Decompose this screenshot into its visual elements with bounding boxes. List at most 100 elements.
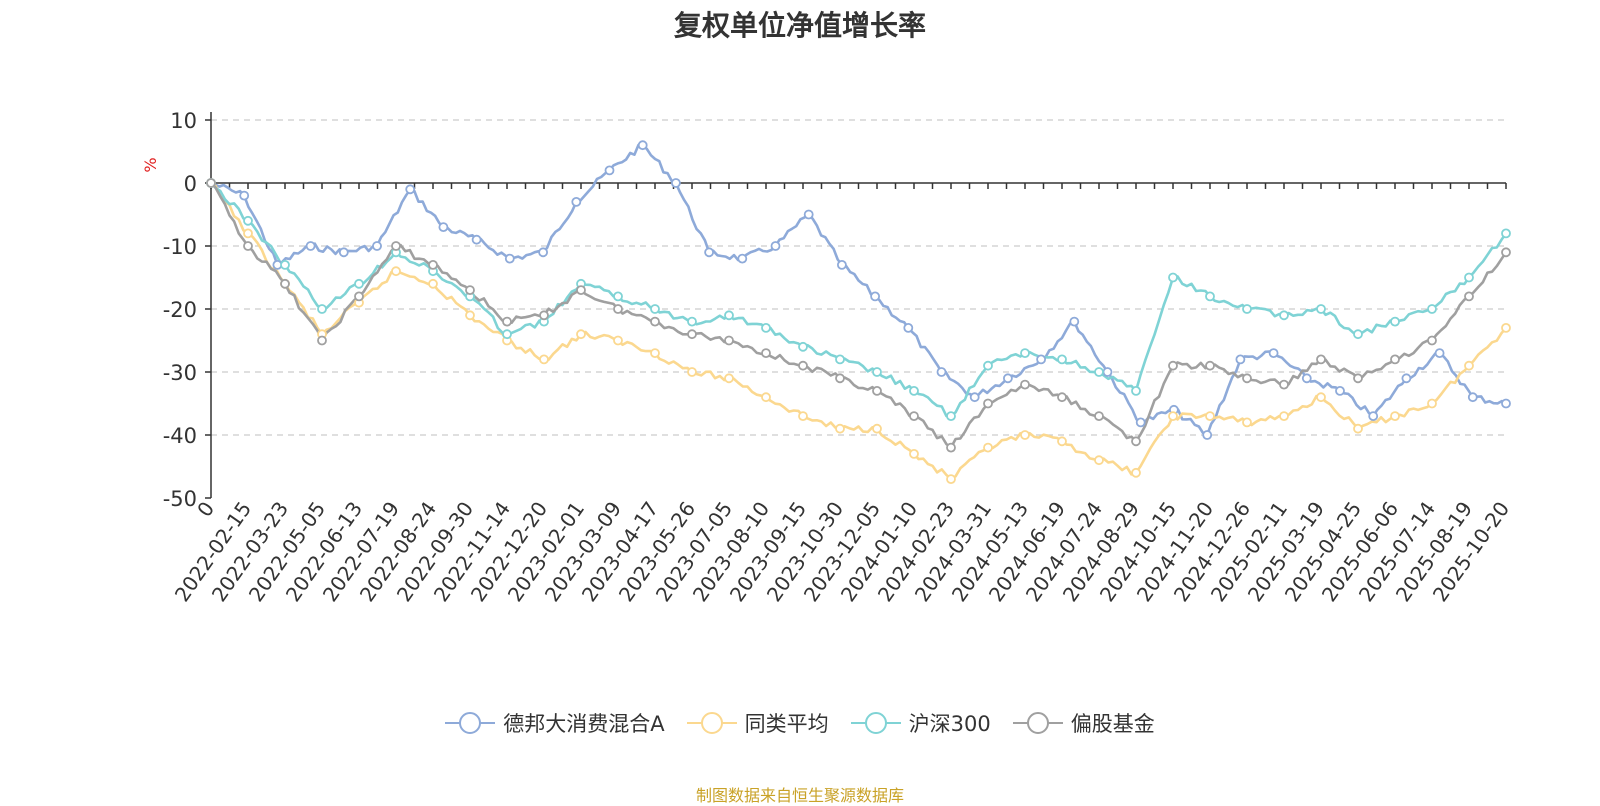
series-2-point xyxy=(613,291,623,302)
series-0-point xyxy=(837,259,847,270)
series-2-point xyxy=(798,341,808,352)
y-tick-label: -10 xyxy=(163,235,197,259)
series-2-point xyxy=(909,385,919,396)
legend-marker-icon xyxy=(686,712,737,734)
series-3-point xyxy=(1464,291,1474,302)
series-0-point xyxy=(571,196,582,207)
series-3-point xyxy=(1168,360,1178,371)
series-0-point xyxy=(338,247,349,258)
series-3-point xyxy=(946,442,956,453)
legend-item[interactable]: 沪深300 xyxy=(850,708,991,738)
series-2-point xyxy=(1316,304,1326,314)
series-0-point xyxy=(1102,367,1113,377)
series-3-point xyxy=(613,304,623,314)
series-0-point xyxy=(1003,373,1013,384)
series-1-point xyxy=(1427,398,1437,409)
series-0-point xyxy=(1434,348,1445,359)
series-0-point xyxy=(1036,354,1046,365)
series-3-point xyxy=(354,291,364,302)
series-0-point xyxy=(704,247,714,258)
legend-label: 德邦大消费混合A xyxy=(503,712,665,736)
series-1-point xyxy=(465,310,475,321)
series-3-point xyxy=(724,335,734,346)
series-1-point xyxy=(687,367,697,377)
series-3-point xyxy=(983,398,993,409)
series-1-point xyxy=(761,392,771,403)
series-1-point xyxy=(1279,411,1289,422)
series-0-point xyxy=(1501,398,1511,409)
series-points xyxy=(206,140,1511,485)
series-2-point xyxy=(687,316,697,327)
series-3-point xyxy=(1242,373,1252,384)
series-2-point xyxy=(1501,228,1511,239)
series-0-point xyxy=(1235,354,1246,365)
series-1-point xyxy=(1390,411,1400,422)
series-0-point xyxy=(1301,373,1312,384)
legend-item[interactable]: 偏股基金 xyxy=(1012,708,1155,738)
legend-item[interactable]: 同类平均 xyxy=(686,708,829,738)
series-2-point xyxy=(1168,272,1178,283)
series-2-point xyxy=(761,322,771,333)
series-0-point xyxy=(1467,392,1478,403)
series-0-point xyxy=(803,209,814,220)
series-1-point xyxy=(1168,411,1178,422)
series-0-point xyxy=(637,140,648,151)
series-3-point xyxy=(576,285,586,296)
series-2-point xyxy=(317,304,327,314)
series-0-point xyxy=(372,241,382,251)
series-2-point xyxy=(1353,329,1363,340)
series-2-point xyxy=(1205,291,1215,302)
series-line-0 xyxy=(210,143,1507,437)
series-1-point xyxy=(983,442,993,453)
y-tick-label: -50 xyxy=(163,487,197,511)
series-1-point xyxy=(391,266,401,277)
series-0-point xyxy=(538,247,548,258)
series-1-point xyxy=(872,423,882,434)
series-3-point xyxy=(1316,354,1326,365)
gridlines xyxy=(211,119,1506,436)
series-1-point xyxy=(1353,423,1363,434)
series-0-point xyxy=(1202,430,1213,440)
series-line-2 xyxy=(210,182,1508,418)
series-1-point xyxy=(650,348,660,359)
series-1-point xyxy=(1316,392,1326,403)
chart-title: 复权单位净值增长率 xyxy=(673,9,926,42)
series-0-point xyxy=(1401,373,1412,384)
series-3-point xyxy=(391,241,401,251)
series-3-point xyxy=(243,241,253,251)
series-3-point xyxy=(1390,354,1400,365)
series-1-point xyxy=(1242,417,1252,428)
series-0-point xyxy=(1268,348,1279,359)
series-1-point xyxy=(1057,436,1067,447)
series-2-point xyxy=(1464,272,1474,283)
series-2-point xyxy=(1131,385,1141,396)
series-1-point xyxy=(1094,455,1104,466)
series-0-point xyxy=(870,291,880,302)
series-0-point xyxy=(1368,411,1379,422)
series-3-point xyxy=(502,316,512,327)
series-3-point xyxy=(1057,392,1067,403)
legend-label: 沪深300 xyxy=(908,712,991,736)
series-0-point xyxy=(438,222,449,233)
series-3-point xyxy=(428,259,438,270)
series-lines xyxy=(210,143,1508,481)
series-3-point xyxy=(1353,373,1363,384)
series-0-point xyxy=(1069,316,1080,327)
series-1-point xyxy=(1464,360,1474,371)
legend-marker-icon xyxy=(445,712,496,734)
series-0-point xyxy=(903,322,914,333)
series-2-point xyxy=(502,329,512,340)
legend-item[interactable]: 德邦大消费混合A xyxy=(445,708,665,738)
series-0-point xyxy=(1135,417,1146,428)
series-3-point xyxy=(1279,379,1289,390)
series-3-point xyxy=(206,178,216,188)
x-tick-label: 0 xyxy=(192,497,219,521)
series-2-point xyxy=(983,360,993,371)
legend-label: 同类平均 xyxy=(744,712,829,736)
series-3-point xyxy=(1205,360,1215,371)
y-axis-label: % xyxy=(141,157,160,172)
series-0-point xyxy=(671,178,681,188)
series-3-point xyxy=(798,360,808,371)
series-3-point xyxy=(650,316,660,327)
series-1-point xyxy=(798,411,808,422)
